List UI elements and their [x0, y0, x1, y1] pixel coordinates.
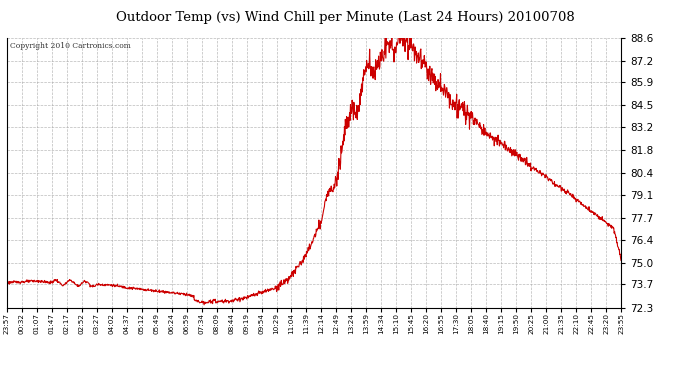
Text: Outdoor Temp (vs) Wind Chill per Minute (Last 24 Hours) 20100708: Outdoor Temp (vs) Wind Chill per Minute … [116, 11, 574, 24]
Text: Copyright 2010 Cartronics.com: Copyright 2010 Cartronics.com [10, 42, 131, 50]
